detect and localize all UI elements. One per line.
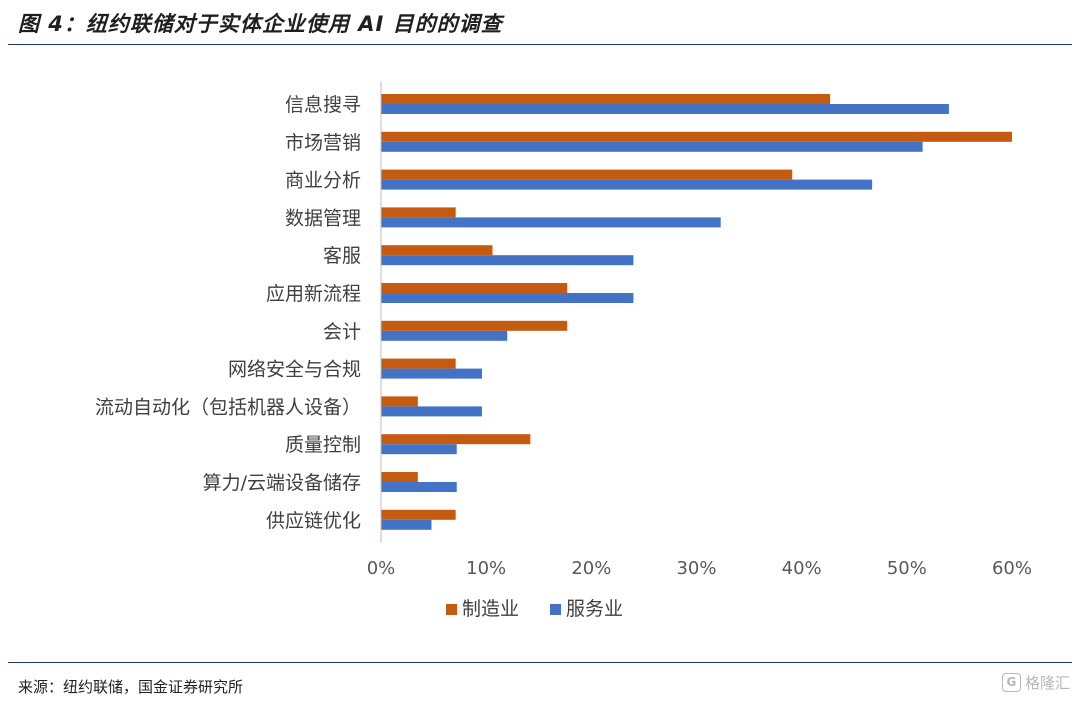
bar-manufacturing xyxy=(381,169,793,180)
title-rule xyxy=(8,44,1072,45)
bar-services xyxy=(381,330,508,341)
legend-label-manufacturing: 制造业 xyxy=(462,598,519,620)
bar-services xyxy=(381,293,634,303)
bar-services xyxy=(381,406,482,417)
bar-manufacturing xyxy=(381,320,568,331)
bar-services xyxy=(381,444,457,455)
bar-manufacturing xyxy=(381,283,568,293)
bar-services xyxy=(381,519,432,530)
bar-manufacturing xyxy=(381,245,493,256)
bar-manufacturing xyxy=(381,94,831,104)
x-tick-label: 60% xyxy=(992,558,1032,579)
x-tick-label: 20% xyxy=(571,558,611,579)
x-tick-label: 40% xyxy=(782,558,822,579)
category-label: 市场营销 xyxy=(285,132,361,154)
source-rule xyxy=(8,662,1072,663)
category-label: 商业分析 xyxy=(285,170,361,192)
category-labels: 信息搜寻市场营销商业分析数据管理客服应用新流程会计网络安全与合规流动自动化（包括… xyxy=(95,94,361,532)
bar-services xyxy=(381,179,873,190)
x-tick-label: 10% xyxy=(466,558,506,579)
category-label: 信息搜寻 xyxy=(285,94,361,116)
bar-manufacturing xyxy=(381,472,418,482)
bars xyxy=(381,94,1012,530)
bar-manufacturing xyxy=(381,358,456,369)
bar-services xyxy=(381,255,634,266)
figure-title: 图 4：纽约联储对于实体企业使用 AI 目的的调查 xyxy=(18,12,503,36)
category-label: 网络安全与合规 xyxy=(228,359,361,381)
bar-services xyxy=(381,104,949,114)
bar-services xyxy=(381,141,923,152)
legend-label-services: 服务业 xyxy=(566,598,623,620)
bar-chart: 信息搜寻市场营销商业分析数据管理客服应用新流程会计网络安全与合规流动自动化（包括… xyxy=(95,81,1032,620)
bar-manufacturing xyxy=(381,434,531,445)
watermark-text: 格隆汇 xyxy=(1024,674,1070,692)
legend-swatch-manufacturing xyxy=(446,604,457,615)
bar-manufacturing xyxy=(381,509,456,520)
category-label: 质量控制 xyxy=(285,434,361,456)
watermark: G 格隆汇 xyxy=(1001,672,1070,693)
watermark-logo-icon: G xyxy=(1001,673,1021,692)
x-tick-labels: 0% 10% 20% 30% 40% 50% 60% xyxy=(367,558,1032,579)
bar-manufacturing xyxy=(381,131,1012,142)
category-label: 客服 xyxy=(323,245,361,267)
bar-manufacturing xyxy=(381,207,456,218)
x-tick-label: 50% xyxy=(887,558,927,579)
bar-services xyxy=(381,217,721,228)
category-label: 数据管理 xyxy=(285,207,361,229)
category-label: 应用新流程 xyxy=(266,283,361,305)
x-tick-label: 30% xyxy=(676,558,716,579)
bar-services xyxy=(381,368,482,379)
category-label: 算力/云端设备储存 xyxy=(203,472,361,494)
category-label: 供应链优化 xyxy=(266,510,361,532)
bar-manufacturing xyxy=(381,396,418,407)
legend: 制造业 服务业 xyxy=(446,598,623,620)
bar-services xyxy=(381,482,457,492)
source-note: 来源：纽约联储，国金证券研究所 xyxy=(18,678,244,696)
x-tick-label: 0% xyxy=(367,558,396,579)
category-label: 会计 xyxy=(323,321,361,343)
category-label: 流动自动化（包括机器人设备） xyxy=(95,396,361,418)
legend-swatch-services xyxy=(550,604,561,615)
